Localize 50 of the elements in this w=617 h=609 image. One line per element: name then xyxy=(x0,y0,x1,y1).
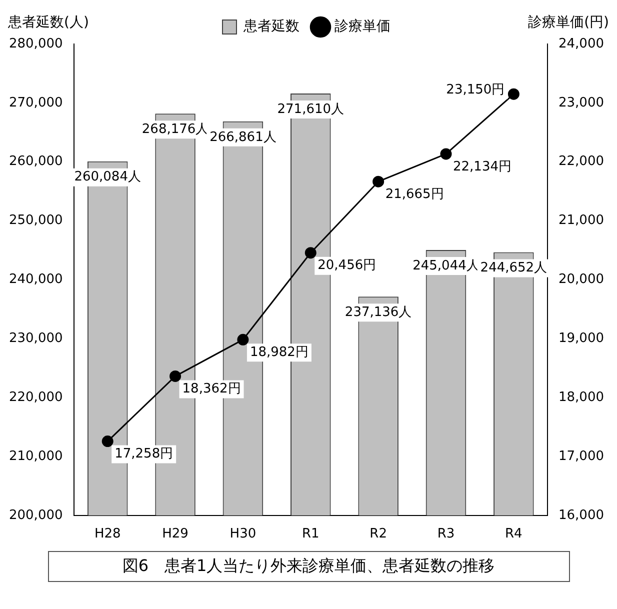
y2-tick-label: 21,000 xyxy=(558,213,604,228)
y2-tick-label: 20,000 xyxy=(558,272,604,288)
point xyxy=(170,370,182,382)
legend-label: 診療単価 xyxy=(334,18,390,35)
x-tick-label: R4 xyxy=(505,526,522,542)
x-tick-label: R3 xyxy=(437,526,455,542)
data-label: 22,134円 xyxy=(452,159,512,174)
x-tick-label: H30 xyxy=(230,526,256,542)
y-tick-label: 250,000 xyxy=(8,213,63,228)
y2-tick-label: 19,000 xyxy=(558,331,604,346)
text: 図6 患者1人当たり外来診療単価、患者延数の推移 xyxy=(48,551,570,582)
data-label: 18,982円 xyxy=(250,345,308,360)
point xyxy=(440,148,452,160)
x-tick-label: R2 xyxy=(370,526,387,542)
point xyxy=(508,88,520,100)
data-label: 23,150円 xyxy=(446,82,505,98)
data-label: 266,861人 xyxy=(210,130,276,145)
y-tick-label: 240,000 xyxy=(8,272,63,288)
data-label: 237,136人 xyxy=(344,304,412,320)
y-tick-label: 220,000 xyxy=(8,390,63,405)
point xyxy=(102,436,114,448)
legend-label: 患者延数 xyxy=(242,18,300,35)
data-label: 268,176人 xyxy=(142,122,209,138)
x-tick-label: H28 xyxy=(94,526,121,542)
x-tick-label: R1 xyxy=(302,526,320,542)
y-tick-label: 210,000 xyxy=(8,448,63,464)
data-label: 18,362円 xyxy=(182,382,241,397)
x-tick-label: H29 xyxy=(162,526,188,542)
data-label: 17,258円 xyxy=(114,446,174,462)
y2-axis-title: 診療単価(円) xyxy=(528,14,609,31)
y-tick-label: 200,000 xyxy=(8,508,63,523)
y2-tick-label: 23,000 xyxy=(558,95,604,110)
point xyxy=(372,176,384,188)
point xyxy=(304,247,316,259)
y-tick-label: 280,000 xyxy=(8,36,63,52)
y2-tick-label: 22,000 xyxy=(558,154,604,170)
point xyxy=(237,334,249,346)
data-label: 21,665円 xyxy=(385,186,444,202)
y2-tick-label: 24,000 xyxy=(558,36,604,52)
data-label: 260,084人 xyxy=(74,170,141,185)
y2-tick-label: 16,000 xyxy=(558,508,604,523)
y-tick-label: 260,000 xyxy=(8,154,63,170)
data-label: 271,610人 xyxy=(277,102,344,117)
y-tick-label: 230,000 xyxy=(8,331,63,346)
data-label: 20,456円 xyxy=(318,258,376,274)
y-axis-title: 患者延数(人) xyxy=(7,14,89,31)
y2-tick-label: 17,000 xyxy=(558,448,604,464)
y2-tick-label: 18,000 xyxy=(558,390,604,405)
data-label: 244,652人 xyxy=(480,260,548,276)
y-tick-label: 270,000 xyxy=(8,95,63,110)
